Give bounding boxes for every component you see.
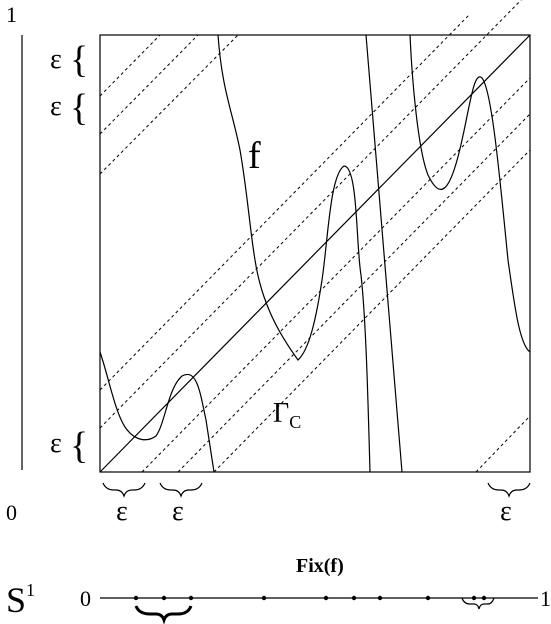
- fixed-point: [481, 595, 487, 601]
- circle-superscript: 1: [26, 580, 35, 600]
- s1-brace-large: [134, 605, 193, 624]
- fixed-point: [161, 595, 167, 601]
- fixed-point: [425, 595, 431, 601]
- gamma-subscript: C: [289, 412, 301, 432]
- fixed-point: [323, 595, 329, 601]
- unit-square: [99, 34, 531, 473]
- fixed-point: [377, 595, 383, 601]
- s1-brace-small: [461, 597, 495, 610]
- epsilon-left-3: ε: [50, 428, 62, 459]
- line-start-label: 0: [80, 586, 91, 611]
- axis-top-label: 1: [6, 2, 17, 27]
- gamma-c-label: ΓC: [273, 398, 301, 432]
- bottom-epsilon-braces: ε ε ε: [102, 482, 531, 527]
- left-epsilon-braces: ε { ε { ε {: [50, 39, 88, 467]
- circle-label: S1: [6, 580, 35, 620]
- fixed-point: [471, 595, 477, 601]
- diagonal-gamma-c: [99, 34, 531, 473]
- fixed-point: [351, 595, 357, 601]
- epsilon-left-2: ε: [50, 91, 62, 122]
- brace-left-1: {: [70, 39, 88, 81]
- circle-symbol: S: [6, 580, 26, 620]
- fixed-point: [133, 595, 139, 601]
- fixed-point: [188, 595, 194, 601]
- fix-f-label: Fix(f): [296, 555, 344, 577]
- brace-left-3: {: [70, 425, 88, 467]
- epsilon-left-1: ε: [50, 44, 62, 75]
- gamma-symbol: Γ: [273, 398, 289, 429]
- function-label: f: [248, 135, 261, 177]
- fixed-points: [133, 595, 487, 601]
- brace-left-2: {: [70, 87, 88, 129]
- epsilon-bottom-3: ε: [500, 496, 512, 527]
- line-end-label: 1: [540, 586, 551, 611]
- fixed-point: [261, 595, 267, 601]
- epsilon-bottom-2: ε: [172, 496, 184, 527]
- axis-bottom-label: 0: [6, 500, 17, 525]
- epsilon-bottom-1: ε: [116, 496, 128, 527]
- dashed-epsilon-lines: [99, 0, 531, 473]
- function-f-curve: [99, 34, 531, 473]
